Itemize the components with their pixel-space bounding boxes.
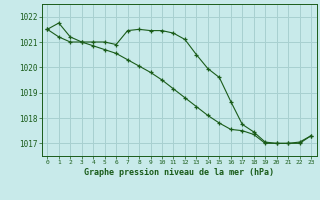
X-axis label: Graphe pression niveau de la mer (hPa): Graphe pression niveau de la mer (hPa) bbox=[84, 168, 274, 177]
